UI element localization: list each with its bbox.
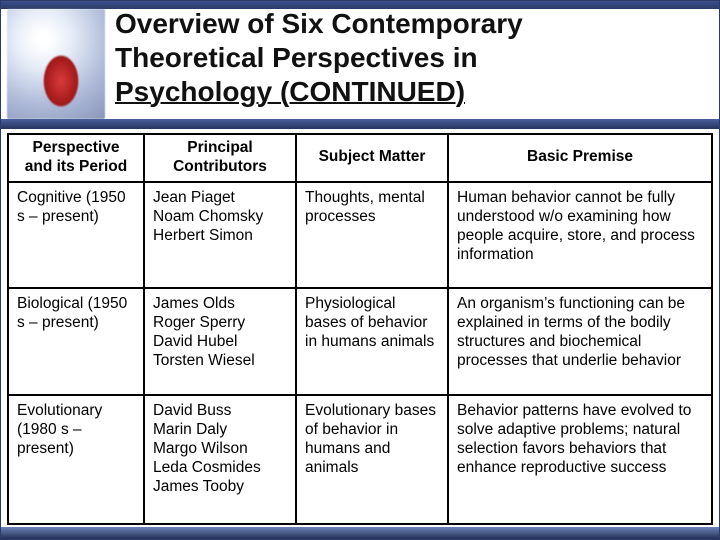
cell-subject: Evolutionary bases of behavior in humans…: [296, 395, 448, 524]
footer-stripe: [1, 527, 719, 539]
cell-contributors: Jean Piaget Noam Chomsky Herbert Simon: [144, 182, 296, 289]
contributor: Leda Cosmides: [153, 459, 287, 478]
title-banner: Overview of Six Contemporary Theoretical…: [1, 1, 719, 129]
contributor: Noam Chomsky: [153, 208, 287, 227]
contributor: Torsten Wiesel: [153, 352, 287, 371]
flask-image-icon: [7, 9, 105, 119]
cell-subject: Thoughts, mental processes: [296, 182, 448, 289]
cell-premise: Behavior patterns have evolved to solve …: [448, 395, 712, 524]
contributor: James Olds: [153, 295, 287, 314]
table-row: Cognitive (1950 s – present) Jean Piaget…: [8, 182, 712, 289]
page-title: Overview of Six Contemporary Theoretical…: [115, 7, 705, 109]
table-row: Biological (1950 s – present) James Olds…: [8, 288, 712, 395]
contributor: Roger Sperry: [153, 314, 287, 333]
contributor: David Buss: [153, 402, 287, 421]
table-body: Cognitive (1950 s – present) Jean Piaget…: [8, 182, 712, 524]
cell-premise: An organism’s functioning can be explain…: [448, 288, 712, 395]
cell-perspective: Evolutionary (1980 s – present): [8, 395, 144, 524]
contributor: James Tooby: [153, 478, 287, 497]
contributor: David Hubel: [153, 333, 287, 352]
cell-contributors: James Olds Roger Sperry David Hubel Tors…: [144, 288, 296, 395]
contributor: Marin Daly: [153, 421, 287, 440]
banner-bottom-bar: [1, 119, 719, 129]
title-line-3: Psychology (CONTINUED): [115, 76, 465, 107]
cell-contributors: David Buss Marin Daly Margo Wilson Leda …: [144, 395, 296, 524]
col-header-subject: Subject Matter: [296, 134, 448, 182]
contributor: Herbert Simon: [153, 227, 287, 246]
contributor: Margo Wilson: [153, 440, 287, 459]
col-header-contributors: Principal Contributors: [144, 134, 296, 182]
table-row: Evolutionary (1980 s – present) David Bu…: [8, 395, 712, 524]
title-line-2: Theoretical Perspectives in: [115, 42, 478, 73]
perspectives-table-wrap: Perspective and its Period Principal Con…: [7, 133, 713, 525]
slide: Overview of Six Contemporary Theoretical…: [0, 0, 720, 540]
perspectives-table: Perspective and its Period Principal Con…: [7, 133, 713, 525]
cell-perspective: Cognitive (1950 s – present): [8, 182, 144, 289]
cell-premise: Human behavior cannot be fully understoo…: [448, 182, 712, 289]
title-line-1: Overview of Six Contemporary: [115, 8, 523, 39]
contributor: Jean Piaget: [153, 189, 287, 208]
col-header-perspective: Perspective and its Period: [8, 134, 144, 182]
col-header-premise: Basic Premise: [448, 134, 712, 182]
cell-subject: Physiological bases of behavior in human…: [296, 288, 448, 395]
cell-perspective: Biological (1950 s – present): [8, 288, 144, 395]
table-header-row: Perspective and its Period Principal Con…: [8, 134, 712, 182]
